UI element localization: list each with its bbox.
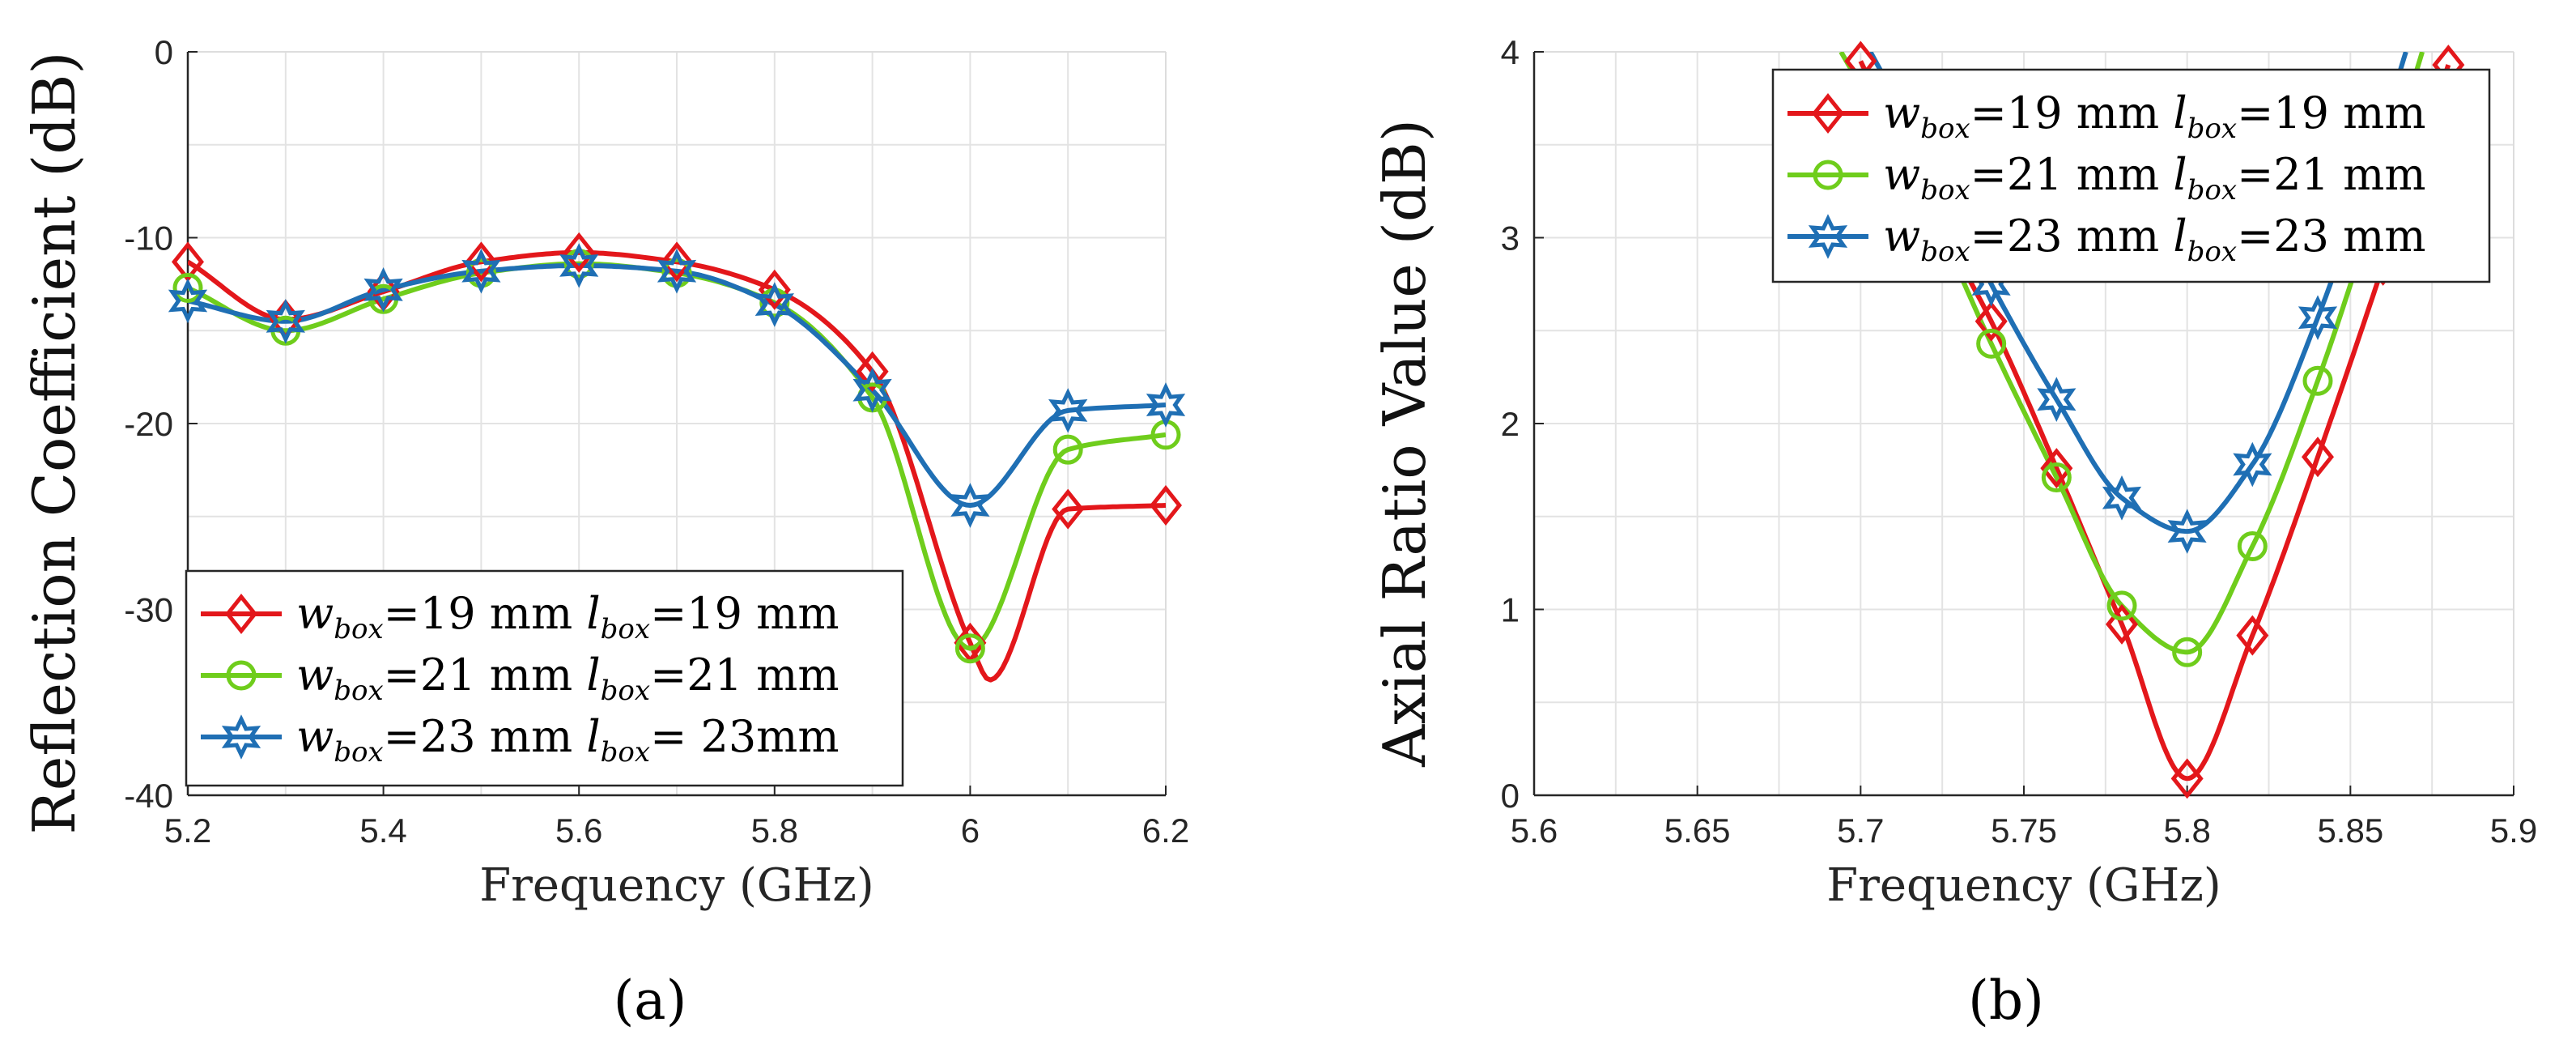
legend-entry: wbox=23 mm lbox= 23mm (201, 711, 840, 769)
legend-marker-hexagram (1808, 214, 1848, 259)
data-point-diamond (2236, 615, 2269, 656)
data-point-circle (2106, 590, 2137, 621)
data-point-hexagram (1146, 382, 1186, 428)
data-point-circle (2302, 365, 2333, 396)
legend-marker-circle (226, 660, 257, 691)
data-point-diamond (2301, 437, 2335, 478)
y-tick-label: 0 (1501, 777, 1520, 815)
y-tick-label: -20 (124, 405, 173, 443)
panel-label: (a) (614, 969, 687, 1032)
x-tick-label: 5.6 (555, 811, 602, 850)
y-tick-label: -10 (124, 219, 173, 258)
data-point-diamond (2105, 603, 2139, 645)
data-point-hexagram (266, 299, 305, 344)
legend-label: wbox=23 mm lbox=23 mm (1883, 211, 2426, 268)
data-point-diamond (758, 269, 791, 310)
data-point-circle (2041, 462, 2072, 493)
x-tick-label: 5.75 (1991, 811, 2057, 850)
panel-label: (b) (1968, 969, 2044, 1032)
data-point-diamond (1052, 488, 1085, 530)
data-point-diamond (1149, 484, 1183, 526)
legend-label: wbox=19 mm lbox=19 mm (296, 588, 840, 645)
legend-entry: wbox=21 mm lbox=21 mm (1787, 149, 2426, 207)
legend-marker-diamond (1811, 92, 1845, 134)
data-point-diamond (856, 351, 889, 392)
series-line-w-box-23-mm-l-box-23mm (188, 262, 1166, 508)
y-tick-label: 2 (1501, 405, 1520, 443)
legend-entry: wbox=19 mm lbox=19 mm (201, 588, 840, 645)
chart-panel-b: 5.6 5.65 5.7 5.75 5.8 5.85 5.9 4 3 2 1 0 Frequency (… (1371, 33, 2537, 1032)
data-point-circle (172, 272, 203, 303)
x-tick-label: 6 (961, 811, 980, 850)
data-point-circle (1052, 434, 1083, 465)
data-point-hexagram (2037, 377, 2077, 423)
legend-entry: wbox=19 mm lbox=19 mm (1787, 87, 2426, 145)
x-tick-label: 5.2 (164, 811, 211, 850)
data-point-hexagram (852, 367, 892, 413)
data-point-hexagram (1048, 388, 1088, 433)
y-tick-label: 0 (155, 33, 173, 71)
x-tick-label: 5.85 (2317, 811, 2383, 850)
legend-entry: wbox=21 mm lbox=21 mm (201, 650, 840, 707)
data-point-diamond (563, 232, 596, 273)
marker-layer (168, 232, 1186, 664)
y-tick-label: -30 (124, 591, 173, 629)
data-point-diamond (2170, 758, 2204, 799)
data-point-diamond (660, 241, 694, 283)
legend-box (1771, 68, 2491, 283)
data-point-hexagram (363, 267, 403, 313)
y-axis-label: Axial Ratio Value (dB) (1371, 119, 1439, 768)
data-point-diamond (2040, 448, 2073, 489)
x-tick-label: 5.7 (1837, 811, 1884, 850)
data-point-hexagram (2102, 475, 2142, 521)
x-tick-label: 5.9 (2490, 811, 2537, 850)
legend-marker-hexagram (221, 714, 261, 760)
data-point-diamond (465, 241, 498, 283)
data-point-circle (1976, 328, 2007, 359)
data-point-hexagram (657, 248, 697, 294)
data-point-circle (2237, 530, 2268, 561)
x-tick-label: 6.2 (1142, 811, 1189, 850)
data-point-circle (2172, 637, 2203, 667)
x-axis-label: Frequency (GHz) (479, 859, 874, 912)
legend-marker-circle (1813, 160, 1843, 190)
y-tick-label: 3 (1501, 219, 1520, 258)
legend-box (185, 569, 904, 787)
legend-label: wbox=21 mm lbox=21 mm (296, 650, 840, 707)
x-tick-label: 5.6 (1511, 811, 1558, 850)
marker-layer (1844, 40, 2465, 799)
x-tick-label: 5.4 (359, 811, 406, 850)
x-axis-label: Frequency (GHz) (1826, 859, 2221, 912)
legend-label: wbox=21 mm lbox=21 mm (1883, 149, 2426, 207)
legend-label: wbox=19 mm lbox=19 mm (1883, 87, 2426, 145)
x-tick-label: 5.8 (2163, 811, 2210, 850)
data-point-hexagram (950, 483, 990, 528)
y-tick-label: 1 (1501, 591, 1520, 629)
data-point-circle (954, 633, 985, 664)
data-point-diamond (1975, 300, 2008, 342)
chart-panel-a: 5.2 5.4 5.6 5.8 6 6.2 0 -10 -20 -30 -40 Frequency (… (20, 33, 1189, 1032)
data-point-hexagram (755, 282, 794, 327)
data-point-hexagram (2167, 509, 2207, 554)
x-tick-label: 5.65 (1664, 811, 1731, 850)
data-point-hexagram (461, 248, 501, 294)
y-tick-label: 4 (1501, 33, 1520, 71)
y-tick-label: -40 (124, 777, 173, 815)
data-point-hexagram (2298, 295, 2338, 341)
legend-marker-diamond (224, 593, 258, 635)
y-axis-label: Reflection Coefficient (dB) (20, 52, 88, 835)
data-point-hexagram (559, 243, 599, 288)
x-tick-label: 5.8 (751, 811, 798, 850)
data-point-hexagram (2233, 441, 2272, 488)
data-point-hexagram (168, 278, 208, 324)
legend-entry: wbox=23 mm lbox=23 mm (1787, 211, 2426, 268)
legend-label: wbox=23 mm lbox= 23mm (296, 711, 840, 769)
